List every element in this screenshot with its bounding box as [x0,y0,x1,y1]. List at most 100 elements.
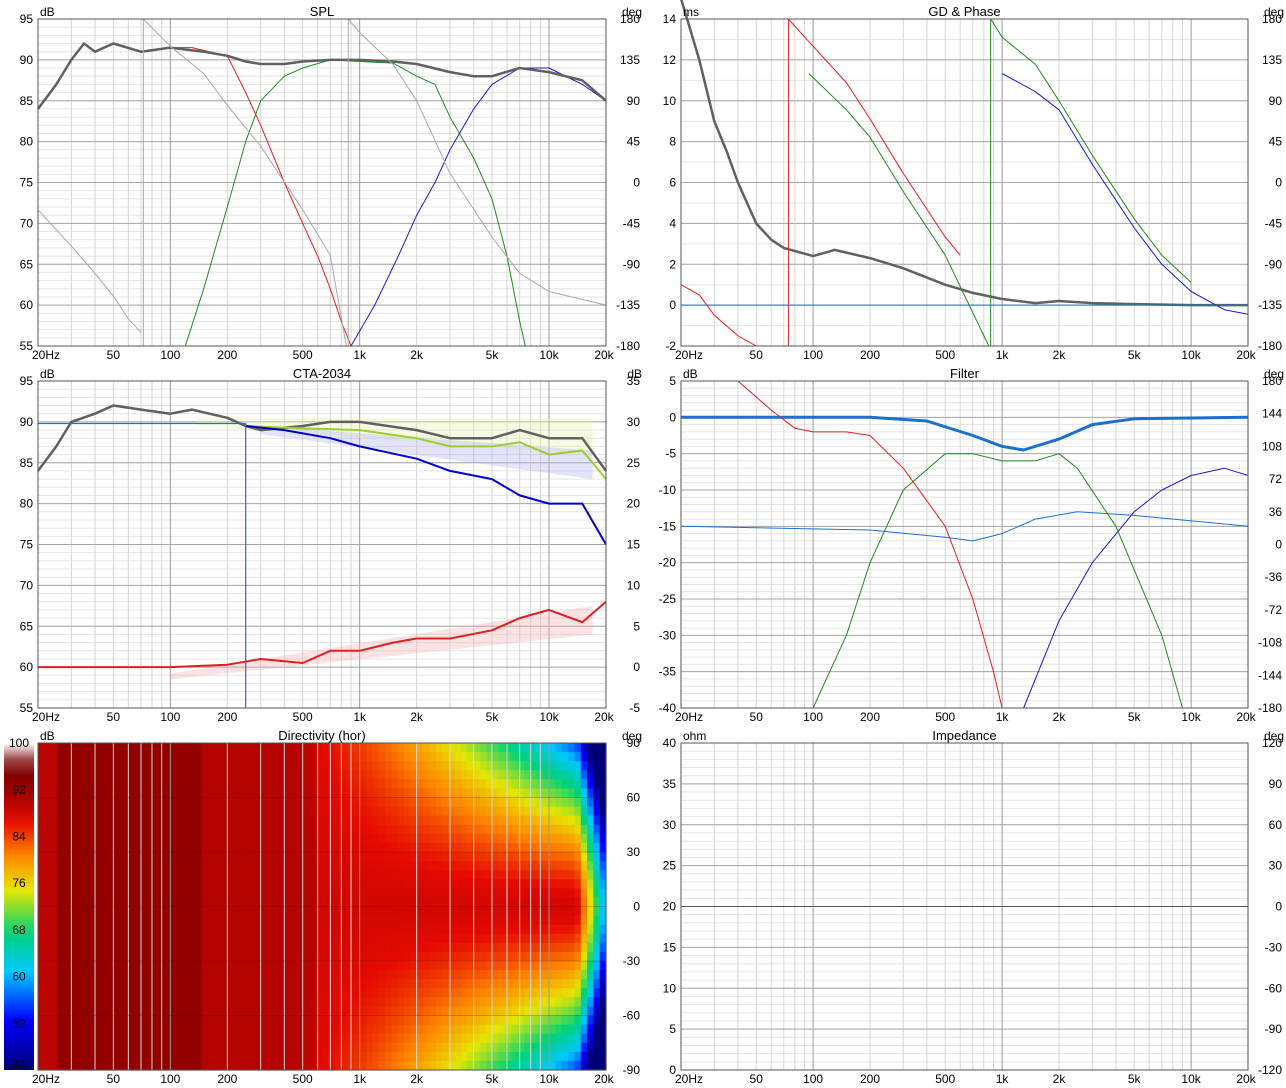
heatmap-cell [233,797,241,808]
heatmap-cell [328,806,336,817]
heatmap-cell [467,1006,475,1017]
heatmap-cell [120,1006,127,1017]
heatmap-cell [145,915,153,926]
heatmap-cell [265,833,273,844]
heatmap-cell [189,915,197,926]
heatmap-cell [170,970,178,980]
heatmap-cell [189,1015,197,1026]
heatmap-cell [568,924,575,935]
heatmap-cell [240,1024,247,1035]
heatmap-cell [340,861,348,871]
heatmap-cell [587,1006,594,1017]
heatmap-cell [580,906,588,917]
heatmap-cell [240,797,247,808]
right-unit-label: deg [1264,729,1284,743]
heatmap-cell [183,806,191,817]
heatmap-cell [258,951,266,962]
heatmap-cell [50,879,58,889]
heatmap-cell [467,1051,475,1062]
heatmap-cell [101,770,108,780]
heatmap-cell [423,833,430,844]
left-unit-label: dB [683,367,698,381]
heatmap-cell [391,815,399,826]
heatmap-cell [309,797,317,808]
y2-tick-label: 25 [627,456,641,470]
heatmap-cell [542,1051,550,1062]
heatmap-cell [107,888,115,898]
heatmap-cell [328,1060,336,1071]
heatmap-cell [397,797,405,808]
heatmap-cell [38,824,45,835]
heatmap-cell [56,915,64,926]
heatmap-cell [252,752,260,762]
heatmap-cell [296,1060,304,1071]
heatmap-cell [593,879,601,889]
heatmap-cell [397,861,405,871]
heatmap-cell [511,961,519,971]
heatmap-cell [63,779,71,789]
heatmap-cell [359,815,367,826]
heatmap-cell [397,779,405,789]
heatmap-cell [164,979,172,989]
heatmap-cell [404,1060,411,1071]
heatmap-cell [580,942,588,953]
heatmap-cell [385,797,392,808]
heatmap-cell [524,979,531,989]
heatmap-cell [101,997,108,1007]
heatmap-cell [460,761,468,771]
scale-tick-label: 68 [12,923,26,937]
heatmap-cell [467,797,475,808]
heatmap-cell [246,770,254,780]
heatmap-cell [195,906,203,917]
heatmap-cell [208,961,216,971]
heatmap-cell [258,788,266,799]
heatmap-cell [265,933,273,944]
heatmap-cell [176,806,184,817]
heatmap-cell [429,979,437,989]
heatmap-cell [423,897,430,908]
heatmap-cell [416,970,424,980]
heatmap-cell [88,852,96,862]
heatmap-cell [38,961,45,971]
heatmap-cell [580,933,588,944]
heatmap-cell [258,861,266,871]
heatmap-cell [441,1051,449,1062]
y-tick-label: 25 [663,859,677,873]
heatmap-cell [214,852,222,862]
heatmap-cell [195,1042,203,1053]
heatmap-cell [214,906,222,917]
heatmap-cell [549,1060,557,1071]
y-tick-label: 80 [20,135,34,149]
heatmap-cell [164,970,172,980]
heatmap-cell [524,933,531,944]
heatmap-cell [580,752,588,762]
heatmap-cell [271,797,279,808]
heatmap-cell [435,924,443,935]
heatmap-cell [580,861,588,871]
heatmap-cell [227,997,235,1007]
heatmap-cell [164,870,172,880]
heatmap-cell [145,779,153,789]
heatmap-cell [479,779,487,789]
green-series-line [990,18,1192,283]
heatmap-cell [284,761,291,771]
heatmap-cell [359,852,367,862]
heatmap-cell [101,942,108,953]
heatmap-cell [88,861,96,871]
heatmap-cell [221,942,228,953]
heatmap-cell [208,779,216,789]
heatmap-cell [366,1051,374,1062]
heatmap-cell [101,824,108,835]
heatmap-cell [290,1006,298,1017]
heatmap-cell [170,879,178,889]
heatmap-cell [309,906,317,917]
heatmap-cell [284,933,291,944]
heatmap-cell [50,1060,58,1071]
heatmap-cell [549,797,557,808]
heatmap-cell [334,942,342,953]
heatmap-cell [113,824,121,835]
heatmap-cell [240,824,247,835]
heatmap-cell [246,752,254,762]
heatmap-cell [170,752,178,762]
heatmap-cell [366,1006,374,1017]
